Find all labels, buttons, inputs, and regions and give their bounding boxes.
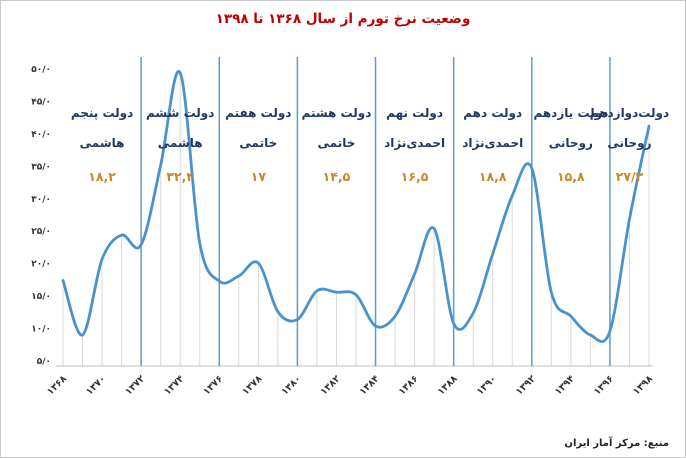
x-axis-label: ۱۳۹۶	[592, 373, 616, 397]
x-axis-label: ۱۳۸۸	[436, 373, 460, 397]
y-axis-label: ۱۰/۰	[31, 325, 51, 335]
y-axis-label: ۳۵/۰	[31, 162, 51, 172]
x-axis-label: ۱۳۸۴	[357, 373, 381, 397]
x-axis-label: ۱۳۷۲	[123, 373, 147, 397]
source-note: منبع: مرکز آمار ایران	[564, 438, 669, 449]
x-axis-label: ۱۳۶۸	[45, 373, 69, 397]
x-axis-label: ۱۳۹۴	[553, 373, 577, 397]
x-axis-label: ۱۳۸۲	[318, 373, 342, 397]
y-axis-label: ۴۰/۰	[31, 130, 51, 140]
y-axis-label: ۲۵/۰	[31, 227, 51, 237]
x-axis-label: ۱۳۹۸	[631, 373, 655, 397]
y-axis-label: ۳۰/۰	[31, 195, 51, 205]
x-axis-label: ۱۳۸۰	[279, 373, 303, 397]
y-axis-label: ۵۰/۰	[31, 65, 51, 75]
y-axis-label: ۴۵/۰	[31, 97, 51, 107]
x-axis-label: ۱۳۷۶	[201, 373, 225, 397]
inflation-line	[61, 70, 651, 343]
x-axis-label: ۱۳۹۰	[475, 373, 499, 397]
y-axis-label: ۵/۰	[37, 357, 51, 367]
x-axis-label: ۱۳۷۰	[84, 373, 108, 397]
y-axis-label: ۱۵/۰	[31, 292, 51, 302]
chart-title: وضعیت نرخ تورم از سال ۱۳۶۸ تا ۱۳۹۸	[215, 11, 471, 27]
x-axis-label: ۱۳۷۴	[162, 373, 186, 397]
x-axis-label: ۱۳۸۶	[397, 373, 421, 397]
y-axis-label: ۲۰/۰	[31, 260, 51, 270]
x-axis-label: ۱۳۷۸	[240, 373, 264, 397]
x-axis-label: ۱۳۹۲	[514, 373, 538, 397]
